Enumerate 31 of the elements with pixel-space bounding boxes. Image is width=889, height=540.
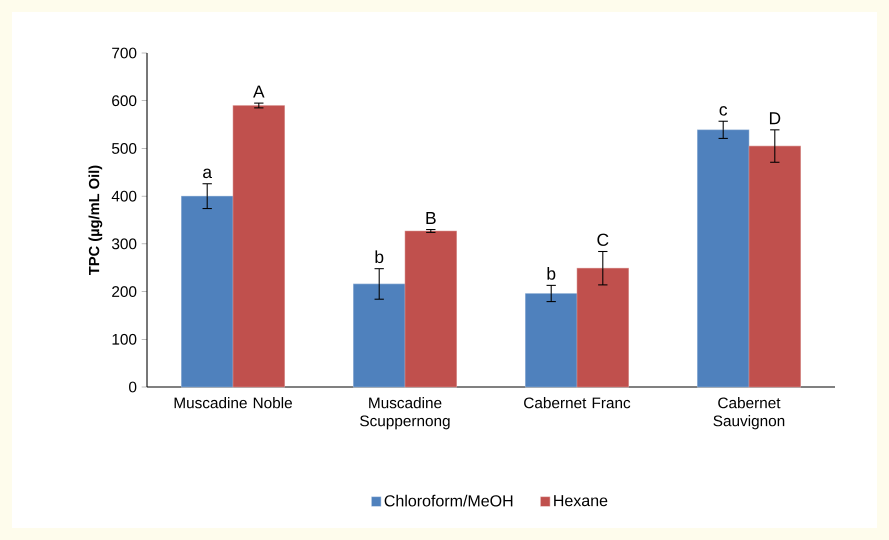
y-tick-label: 600 — [112, 95, 136, 106]
y-tick-label: 100 — [112, 334, 136, 345]
bar — [181, 196, 234, 388]
bar — [232, 105, 285, 388]
y-tick-label: 200 — [112, 286, 136, 297]
annotation: a — [203, 168, 212, 178]
y-tick-label: 0 — [129, 382, 136, 392]
annotation: C — [597, 234, 608, 246]
legend-label: Hexane — [554, 495, 608, 506]
bar — [353, 284, 406, 388]
x-tick-label: Muscadine Scuppernong — [360, 397, 450, 430]
annotation: b — [547, 267, 556, 280]
bar — [404, 230, 457, 388]
y-axis-title: TPC (µg/mL Oil) — [88, 166, 102, 275]
legend-label: Chloroform/MeOH — [384, 494, 512, 507]
bar — [525, 293, 578, 388]
y-tick-label: 300 — [112, 238, 136, 250]
annotation: b — [375, 250, 384, 264]
y-tick-label: 400 — [112, 190, 136, 202]
bar — [748, 146, 801, 388]
annotation: A — [253, 86, 265, 98]
x-tick-label: Cabernet Sauvignon — [713, 397, 784, 430]
y-tick-label: 500 — [112, 143, 136, 154]
annotation: D — [770, 112, 780, 124]
annotation: c — [720, 106, 728, 116]
x-tick-label: Muscadine Noble — [174, 397, 292, 408]
annotation: B — [426, 212, 436, 224]
y-tick-label: 700 — [112, 48, 136, 58]
bar — [576, 268, 629, 388]
x-tick-label: Cabernet Franc — [524, 397, 630, 408]
bar — [697, 130, 750, 388]
